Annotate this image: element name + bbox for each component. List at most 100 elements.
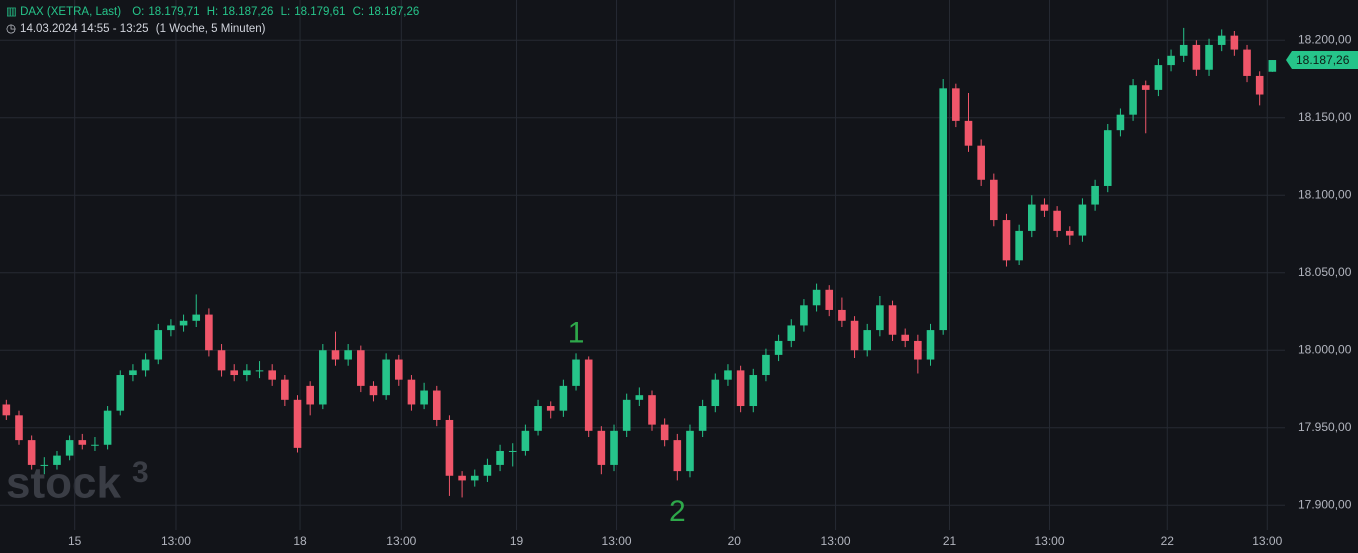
candle-body xyxy=(1205,44,1213,70)
candle-body xyxy=(762,354,770,376)
candle-body xyxy=(1268,60,1277,72)
y-tick-label: 17.950,00 xyxy=(1298,420,1352,434)
candle-body xyxy=(584,359,593,431)
candle-body xyxy=(1040,204,1049,211)
candle-body xyxy=(990,179,998,221)
candle-body xyxy=(344,350,352,360)
y-tick-label: 18.000,00 xyxy=(1298,342,1352,356)
candle-body xyxy=(205,314,213,351)
candle-body xyxy=(787,325,796,341)
candle-body xyxy=(534,406,542,431)
candle-body xyxy=(2,404,11,416)
annotation: 2 xyxy=(669,495,686,528)
annotation: 1 xyxy=(568,317,585,350)
candle-body xyxy=(179,320,188,326)
candle-body xyxy=(306,385,314,405)
ohlc-line: ▥ DAX (XETRA, Last) O: 18.179,71 H: 18.187… xyxy=(6,4,423,21)
c-value: 18.187,26 xyxy=(368,6,420,18)
y-tick-label: 18.200,00 xyxy=(1298,32,1352,46)
candle-body xyxy=(40,464,49,466)
candle-body xyxy=(1028,204,1036,231)
candle-body xyxy=(91,444,99,446)
candle-body xyxy=(407,379,416,405)
candle-body xyxy=(432,390,441,420)
candle-body xyxy=(1103,130,1112,186)
h-value: 18.187,26 xyxy=(222,6,274,18)
candle-body xyxy=(382,359,390,396)
candle-body xyxy=(977,145,985,180)
c-label: C: xyxy=(352,6,365,18)
candle-body xyxy=(243,370,251,376)
range-line: ◷ 14.03.2024 14:55 - 13:25 (1 Woche, 5 Mi… xyxy=(6,21,423,38)
candle-body xyxy=(1167,55,1175,66)
candle-body xyxy=(800,305,808,326)
candle-body xyxy=(749,375,758,407)
symbol-text: DAX (XETRA, Last) xyxy=(20,6,122,18)
candle-body xyxy=(876,305,884,331)
candle-body xyxy=(1192,44,1201,70)
symbol: ▥ DAX (XETRA, Last) xyxy=(6,6,122,18)
candle-body xyxy=(420,390,428,405)
candle-body xyxy=(1154,65,1163,90)
candle-body xyxy=(1243,49,1251,76)
candle-body xyxy=(736,370,745,407)
candle-body xyxy=(470,475,479,481)
price-tag xyxy=(1286,51,1358,70)
candle-body xyxy=(496,450,504,465)
candle-body xyxy=(1015,230,1023,261)
candle-body xyxy=(964,120,973,146)
x-tick-label: 19 xyxy=(510,534,524,548)
x-tick-label: 13:00 xyxy=(1035,534,1065,548)
candle-body xyxy=(217,350,226,371)
candle-body xyxy=(914,340,922,360)
candle-body xyxy=(154,330,163,360)
candle-body xyxy=(698,406,707,431)
period: (1 Woche, 5 Minuten) xyxy=(155,23,266,35)
candle-body xyxy=(1217,35,1226,45)
candle-body xyxy=(116,375,125,411)
x-tick-label: 22 xyxy=(1161,534,1175,548)
x-tick-label: 13:00 xyxy=(1252,534,1282,548)
x-tick-label: 21 xyxy=(943,534,957,548)
candle-body xyxy=(319,350,327,405)
x-tick-label: 13:00 xyxy=(821,534,851,548)
candle-body xyxy=(635,395,644,400)
candle-body xyxy=(1179,44,1188,56)
candle-body xyxy=(939,88,947,331)
candle-body xyxy=(445,419,454,476)
candle-body xyxy=(838,309,846,321)
candle-body xyxy=(230,370,239,376)
candle-body xyxy=(331,350,340,360)
l-label: L: xyxy=(280,6,291,18)
candle-body xyxy=(610,430,618,465)
candle-body xyxy=(78,440,87,445)
h-label: H: xyxy=(206,6,219,18)
candle-body xyxy=(572,359,580,386)
candle-body xyxy=(1116,114,1125,131)
y-tick-label: 17.900,00 xyxy=(1298,497,1352,511)
candle-body xyxy=(850,320,859,351)
chart-header: ▥ DAX (XETRA, Last) O: 18.179,71 H: 18.187… xyxy=(6,4,423,38)
candle-body xyxy=(129,370,137,376)
candle-body xyxy=(1078,204,1087,236)
y-tick-label: 18.150,00 xyxy=(1298,110,1352,124)
candle-body xyxy=(901,334,909,341)
candle-body xyxy=(103,410,112,445)
x-tick-label: 13:00 xyxy=(161,534,191,548)
price-tag-label: 18.187,26 xyxy=(1296,53,1350,67)
candle-body xyxy=(597,430,606,465)
candle-body xyxy=(192,314,201,321)
x-tick-label: 13:00 xyxy=(386,534,416,548)
l-value: 18.179,61 xyxy=(294,6,346,18)
watermark: stock xyxy=(6,459,121,508)
candle-body xyxy=(1053,210,1061,231)
candle-body xyxy=(559,385,568,411)
candle-body xyxy=(1065,230,1074,236)
candle-body xyxy=(53,455,61,465)
y-tick-label: 18.100,00 xyxy=(1298,187,1352,201)
candle-body xyxy=(1255,75,1264,95)
x-tick-label: 15 xyxy=(68,534,82,548)
candle-body xyxy=(952,88,960,121)
candle-body xyxy=(812,289,821,306)
